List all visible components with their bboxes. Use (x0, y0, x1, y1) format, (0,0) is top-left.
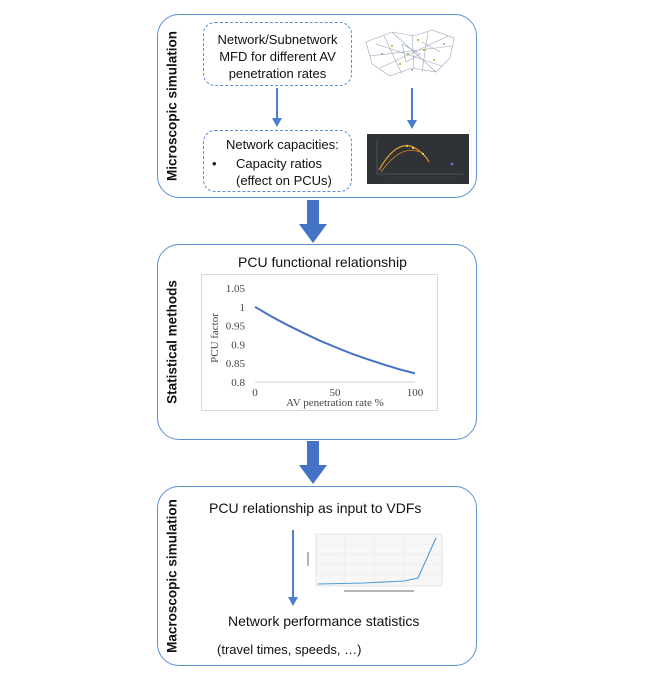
network-map-image (365, 29, 455, 77)
y-axis-label: PCU factor (209, 313, 221, 363)
pcu-relationship-title: PCU functional relationship (238, 254, 407, 270)
pcu-chart: 1.05 1 0.95 0.9 0.85 0.8 0 50 100 PCU factor AV… (201, 274, 438, 411)
y-tick-label: 1.05 (226, 283, 246, 295)
x-tick-label: 100 (407, 387, 424, 399)
arrow-stat-to-macro (299, 441, 327, 484)
arrow-map-to-plot (407, 88, 417, 129)
arrow-micro-to-stat (299, 200, 327, 243)
y-tick-label: 0.9 (231, 339, 245, 351)
mfd-line-2: MFD for different AV (219, 49, 336, 64)
performance-title: Network performance statistics (228, 613, 420, 629)
y-tick-label: 0.95 (226, 321, 246, 333)
vdf-input-text: PCU relationship as input to VDFs (209, 500, 422, 516)
chart-frame (201, 274, 438, 411)
x-tick-label: 0 (252, 387, 258, 399)
microscopic-label: Microscopic simulation (164, 30, 180, 182)
capacities-line-1: Capacity ratios (236, 156, 322, 171)
vdf-plot-image (304, 530, 446, 598)
y-tick-label: 1 (240, 302, 246, 314)
macroscopic-label: Macroscopic simulation (164, 499, 180, 653)
pcu-curve-line (254, 305, 416, 375)
capacities-box: Network capacities: • Capacity ratios (e… (203, 130, 352, 192)
mfd-box: Network/Subnetwork MFD for different AV … (203, 22, 352, 86)
mfd-line-3: penetration rates (228, 66, 327, 81)
mfd-line-1: Network/Subnetwork (217, 32, 338, 47)
y-tick-label: 0.8 (231, 377, 245, 389)
y-tick-label: 0.85 (226, 358, 246, 370)
x-axis-label: AV penetration rate % (286, 397, 384, 409)
mfd-plot-image (367, 134, 469, 184)
capacities-title: Network capacities: (226, 137, 339, 152)
performance-subtitle: (travel times, speeds, …) (217, 642, 362, 657)
statistical-label: Statistical methods (164, 280, 180, 404)
bullet-icon: • (212, 156, 217, 171)
x-tick-label: 50 (330, 387, 342, 399)
capacities-line-2: (effect on PCUs) (236, 173, 332, 188)
arrow-mfd-to-capacities (272, 88, 282, 127)
arrow-vdf-to-performance (288, 530, 298, 606)
